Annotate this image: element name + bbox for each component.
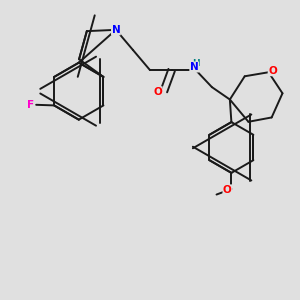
- Text: O: O: [153, 87, 162, 97]
- Text: O: O: [268, 66, 277, 76]
- Text: O: O: [223, 185, 232, 195]
- Text: N: N: [112, 25, 120, 35]
- Text: F: F: [27, 100, 34, 110]
- Text: N: N: [190, 62, 199, 72]
- Text: H: H: [192, 59, 200, 68]
